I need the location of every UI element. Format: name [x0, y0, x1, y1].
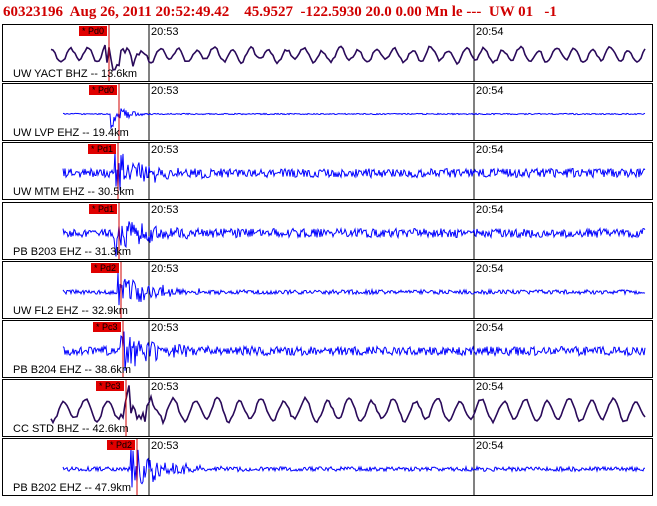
time-label: 20:54 — [476, 262, 504, 275]
phase-pick-label[interactable]: * Pd2 — [91, 262, 120, 273]
time-label: 20:54 — [476, 144, 504, 157]
seismic-trace — [62, 447, 645, 488]
phase-pick-label[interactable]: * Pd0 — [79, 26, 108, 36]
station-label: PB B203 EHZ -- 31.3km — [13, 245, 131, 258]
time-label: 20:54 — [476, 26, 504, 38]
waveform-svg — [62, 202, 646, 259]
waveform-svg — [50, 25, 646, 81]
trace-panel[interactable]: * Pd0 20:53 20:54 UW YACT BHZ -- 13.6km — [2, 24, 653, 82]
trace-panel[interactable]: * Pc3 20:53 20:54 PB B204 EHZ -- 38.6km — [2, 320, 653, 378]
trace-panel[interactable]: * Pd1 20:53 20:54 UW MTM EHZ -- 30.5km — [2, 142, 653, 201]
seismic-trace — [62, 220, 646, 257]
time-label: 20:53 — [151, 144, 179, 157]
time-label: 20:53 — [151, 26, 179, 38]
time-label: 20:53 — [151, 262, 179, 275]
time-label: 20:53 — [151, 440, 179, 453]
station-label: UW MTM EHZ -- 30.5km — [13, 186, 134, 199]
time-label: 20:53 — [151, 381, 179, 394]
phase-pick-label[interactable]: * Pd1 — [89, 203, 118, 214]
time-label: 20:54 — [476, 322, 504, 334]
waveform-svg — [62, 261, 646, 318]
time-label: 20:54 — [476, 203, 504, 216]
station-label: UW YACT BHZ -- 13.6km — [13, 68, 138, 80]
trace-panel[interactable]: * Pd1 20:53 20:54 PB B203 EHZ -- 31.3km — [2, 201, 653, 260]
trace-panel[interactable]: * Pd2 20:53 20:54 UW FL2 EHZ -- 32.9km — [2, 260, 653, 319]
trace-panel[interactable]: * Pd0 20:53 20:54 UW LVP EHZ -- 19.4km — [2, 83, 653, 142]
trace-panel[interactable]: * Pc3 20:53 20:54 CC STD BHZ -- 42.6km — [2, 379, 653, 438]
phase-pick-label[interactable]: * Pc3 — [93, 322, 121, 332]
phase-pick-label[interactable]: * Pd2 — [107, 440, 136, 451]
event-header: 60323196 Aug 26, 2011 20:52:49.42 45.952… — [3, 4, 557, 20]
seismic-trace — [62, 272, 646, 305]
waveform-panels: * Pd0 20:53 20:54 UW YACT BHZ -- 13.6km * Pd… — [0, 24, 657, 506]
phase-pick-label[interactable]: * Pd0 — [89, 85, 118, 96]
station-label: UW LVP EHZ -- 19.4km — [13, 127, 129, 140]
seismic-trace — [50, 385, 646, 426]
trace-panel[interactable]: * Pd2 20:53 20:54 PB B202 EHZ -- 47.9km — [2, 438, 653, 497]
station-label: UW FL2 EHZ -- 32.9km — [13, 304, 128, 317]
time-label: 20:54 — [476, 440, 504, 453]
station-label: PB B202 EHZ -- 47.9km — [13, 482, 131, 495]
seismic-trace — [62, 331, 646, 371]
time-label: 20:54 — [476, 85, 504, 98]
waveform-svg — [62, 84, 646, 141]
phase-pick-label[interactable]: * Pd1 — [88, 144, 117, 155]
seismic-trace — [62, 108, 646, 130]
phase-pick-label[interactable]: * Pc3 — [96, 381, 124, 392]
waveform-svg — [62, 143, 646, 200]
time-label: 20:53 — [151, 203, 179, 216]
time-label: 20:53 — [151, 322, 179, 334]
time-label: 20:53 — [151, 85, 179, 98]
seismic-trace — [50, 44, 646, 71]
station-label: PB B204 EHZ -- 38.6km — [13, 364, 131, 376]
time-label: 20:54 — [476, 381, 504, 394]
seismic-trace — [62, 152, 646, 191]
station-label: CC STD BHZ -- 42.6km — [13, 423, 129, 436]
waveform-svg — [50, 380, 646, 437]
waveform-svg — [62, 439, 645, 496]
waveform-svg — [62, 321, 646, 377]
